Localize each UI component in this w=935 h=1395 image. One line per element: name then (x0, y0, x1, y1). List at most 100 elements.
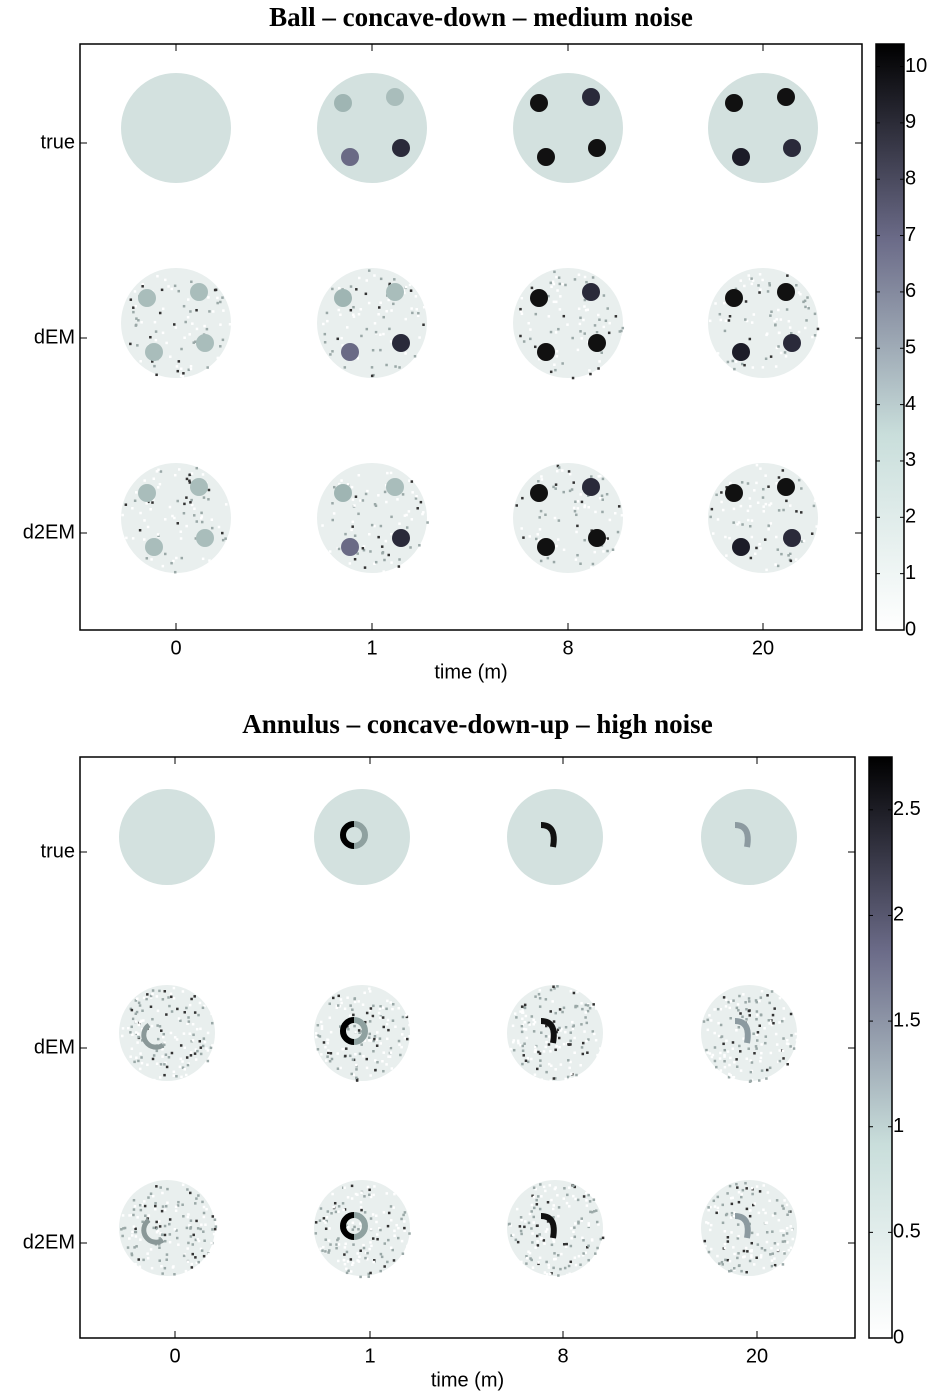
speckle (742, 1249, 746, 1253)
speckle (728, 1184, 732, 1188)
speckle (580, 1046, 584, 1049)
speckle (197, 1239, 201, 1243)
speckle (387, 1028, 390, 1032)
speckle (755, 1000, 758, 1004)
speckle (331, 518, 334, 522)
speckle (158, 1025, 162, 1028)
speckle (168, 1240, 172, 1244)
speckle (747, 1047, 750, 1050)
speckle (137, 319, 140, 322)
speckle (164, 1061, 167, 1065)
speckle (565, 1242, 568, 1246)
speckle (520, 1218, 523, 1222)
speckle (217, 525, 221, 529)
speckle (751, 1192, 754, 1196)
speckle (557, 466, 561, 469)
speckle (519, 1216, 523, 1219)
speckle (566, 1193, 569, 1197)
speckle (367, 301, 371, 305)
speckle (532, 1221, 535, 1224)
speckle (173, 284, 177, 288)
speckle (770, 1259, 774, 1262)
speckle (536, 1067, 539, 1071)
speckle (537, 357, 541, 361)
speckle (377, 313, 380, 316)
speckle (736, 1237, 740, 1240)
speckle (378, 1016, 382, 1019)
speckle (608, 321, 611, 325)
speckle (785, 1042, 789, 1045)
speckle (350, 1197, 354, 1200)
speckle (138, 1004, 142, 1007)
speckle (748, 277, 752, 281)
speckle (582, 1252, 585, 1255)
speckle (359, 1222, 362, 1225)
speckle (358, 1031, 361, 1035)
speckle (585, 1039, 588, 1043)
speckle (351, 520, 355, 524)
speckle (200, 1223, 203, 1226)
speckle (740, 1269, 743, 1273)
speckle (758, 999, 761, 1003)
speckle (739, 1050, 742, 1053)
speckle (751, 366, 755, 369)
speckle (219, 300, 222, 304)
speckle (152, 1226, 155, 1230)
speckle (188, 1224, 191, 1227)
speckle (535, 1198, 538, 1202)
speckle (777, 308, 780, 312)
speckle (359, 307, 363, 311)
speckle (187, 1020, 191, 1023)
speckle (156, 533, 160, 536)
speckle (355, 1063, 358, 1067)
speckle (555, 275, 558, 279)
speckle (591, 1030, 595, 1033)
speckle (774, 323, 777, 327)
speckle (345, 1224, 348, 1228)
speckle (745, 1057, 749, 1060)
speckle (190, 498, 193, 502)
speckle (147, 1196, 150, 1199)
speckle (562, 1243, 566, 1246)
speckle (520, 1030, 524, 1034)
speckle (577, 307, 581, 311)
speckle (393, 1229, 396, 1233)
speckle (552, 560, 556, 564)
speckle (145, 557, 149, 560)
speckle (580, 337, 583, 340)
speckle (134, 1235, 138, 1238)
speckle (328, 1249, 331, 1252)
speckle (755, 1010, 759, 1013)
speckle (708, 1014, 711, 1017)
speckle (394, 1025, 397, 1028)
speckle (228, 323, 232, 326)
speckle (803, 326, 807, 330)
speckle (727, 1075, 731, 1079)
speckle (162, 1043, 166, 1047)
speckle (749, 525, 752, 528)
speckle (345, 326, 349, 329)
speckle (202, 1211, 206, 1215)
speckle (742, 1255, 745, 1259)
speckle (160, 1233, 164, 1236)
speckle (172, 559, 175, 563)
speckle (759, 1060, 762, 1063)
speckle (377, 494, 380, 497)
speckle (336, 337, 339, 341)
speckle (721, 508, 725, 512)
speckle (162, 1032, 165, 1036)
speckle (539, 1183, 542, 1186)
speckle (524, 1028, 528, 1031)
speckle (351, 1263, 354, 1267)
speckle (353, 504, 356, 507)
speckle (590, 1238, 594, 1241)
speckle (139, 1208, 143, 1212)
speckle (776, 564, 780, 568)
speckle (203, 1040, 207, 1044)
speckle (729, 1197, 733, 1200)
speckle (211, 1044, 214, 1047)
speckle (400, 1217, 403, 1221)
speckle (748, 497, 752, 500)
colorbar-tick-label: 2 (905, 506, 916, 528)
speckle (199, 1247, 203, 1251)
